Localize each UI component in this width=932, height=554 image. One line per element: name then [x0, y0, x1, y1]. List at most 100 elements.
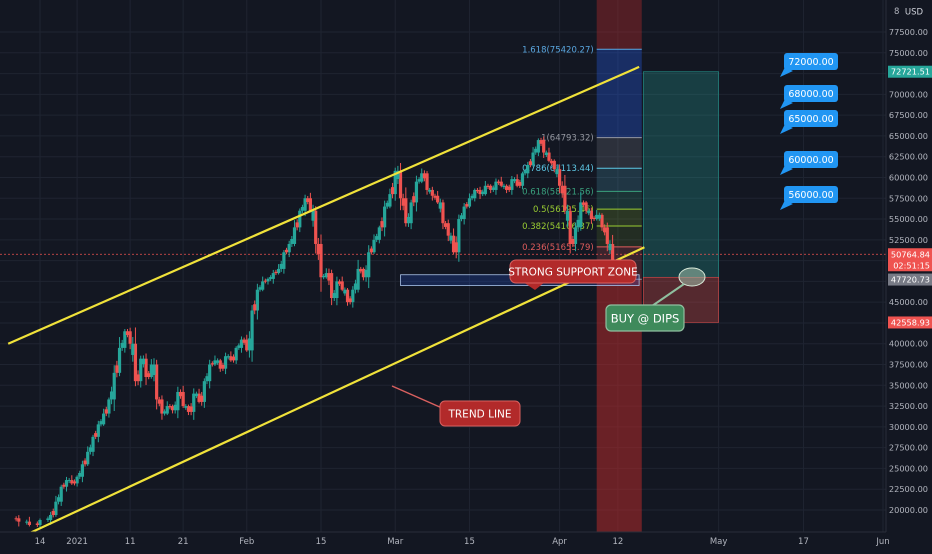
candle-89-b[interactable] — [497, 179, 501, 185]
channel-line-lower[interactable] — [28, 246, 645, 535]
candle-56[interactable] — [324, 268, 328, 279]
candle-13[interactable] — [96, 420, 100, 443]
candle-54-b[interactable] — [311, 204, 315, 227]
candle-72-b[interactable] — [406, 213, 411, 227]
candle-91-b[interactable] — [507, 184, 511, 192]
candle-71-b[interactable] — [401, 193, 405, 211]
candle-98[interactable] — [547, 147, 551, 163]
candle-74[interactable] — [420, 168, 424, 184]
candle-103-b[interactable] — [571, 236, 575, 247]
candle-24-b[interactable] — [152, 358, 156, 382]
candle-20[interactable] — [133, 327, 138, 387]
candle-101[interactable] — [563, 174, 567, 215]
candle-2[interactable] — [27, 516, 31, 527]
candle-12[interactable] — [91, 434, 95, 457]
candle-21[interactable] — [139, 355, 143, 388]
candle-7[interactable] — [64, 476, 69, 492]
candle-42-b[interactable] — [247, 331, 252, 358]
candle-60[interactable] — [345, 288, 350, 306]
candle-32[interactable] — [197, 388, 201, 404]
candle-91[interactable] — [510, 175, 514, 195]
candle-38-b[interactable] — [226, 354, 230, 360]
target-label-0[interactable]: 72000.00 — [780, 53, 838, 77]
candle-47-b[interactable] — [274, 269, 278, 276]
candle-75[interactable] — [425, 171, 429, 195]
candle-76[interactable] — [430, 186, 434, 201]
candle-6-b[interactable] — [56, 494, 61, 505]
candle-60-b[interactable] — [343, 287, 347, 296]
candle-61[interactable] — [351, 286, 355, 308]
candle-87-b[interactable] — [486, 183, 490, 190]
candle-105[interactable] — [584, 200, 588, 214]
candle-62[interactable] — [356, 259, 360, 293]
trend-line-callout[interactable]: TREND LINE — [391, 385, 521, 427]
target-label-3[interactable]: 60000.00 — [780, 151, 838, 175]
candle-79[interactable] — [446, 219, 450, 242]
candle-108[interactable] — [600, 213, 604, 231]
candle-31[interactable] — [192, 388, 196, 420]
candle-85-b[interactable] — [475, 187, 480, 194]
candle-103[interactable] — [573, 222, 578, 252]
candle-18-b[interactable] — [120, 339, 124, 351]
candle-90-b[interactable] — [502, 183, 506, 190]
candle-88-b[interactable] — [491, 185, 495, 192]
candle-55-b[interactable] — [316, 237, 320, 260]
candle-97-b[interactable] — [539, 137, 543, 147]
candle-40[interactable] — [239, 336, 244, 353]
candle-7-b[interactable] — [62, 482, 66, 489]
candle-16[interactable] — [112, 365, 116, 412]
candle-45[interactable] — [266, 277, 270, 285]
candle-35-b[interactable] — [210, 361, 214, 367]
candle-53[interactable] — [308, 192, 312, 213]
candle-110-b[interactable] — [608, 240, 612, 254]
candle-57[interactable] — [330, 269, 334, 306]
candle-35[interactable] — [213, 355, 217, 367]
candle-61-b[interactable] — [348, 296, 352, 305]
candle-99-b[interactable] — [550, 158, 554, 166]
candle-23-b[interactable] — [147, 371, 151, 380]
candle-19-b[interactable] — [125, 329, 130, 338]
candle-82-b[interactable] — [459, 213, 464, 222]
candle-80[interactable] — [451, 228, 456, 255]
candle-32-b[interactable] — [194, 391, 199, 399]
candle-63-b[interactable] — [359, 266, 363, 274]
candle-1[interactable] — [17, 515, 21, 527]
candle-54[interactable] — [314, 206, 318, 254]
candle-34[interactable] — [208, 359, 212, 389]
candle-2-b[interactable] — [25, 519, 29, 525]
candle-83[interactable] — [467, 193, 472, 209]
candle-49-b[interactable] — [284, 247, 289, 255]
candle-58[interactable] — [335, 276, 339, 306]
candle-22[interactable] — [144, 353, 148, 385]
candle-86-b[interactable] — [481, 189, 485, 197]
candle-15[interactable] — [107, 397, 111, 418]
candle-43-b[interactable] — [253, 300, 257, 315]
candle-51-b[interactable] — [295, 219, 299, 231]
candle-66-b[interactable] — [375, 233, 379, 243]
candle-95[interactable] — [531, 147, 535, 167]
candle-73[interactable] — [414, 175, 419, 212]
candle-25[interactable] — [160, 395, 164, 420]
candle-12-b[interactable] — [88, 444, 92, 455]
candle-90[interactable] — [504, 184, 509, 194]
candle-50-b[interactable] — [290, 236, 294, 247]
candle-33-b[interactable] — [200, 391, 204, 406]
candle-36[interactable] — [218, 358, 222, 372]
candle-21-b[interactable] — [136, 370, 140, 386]
candle-36-b[interactable] — [216, 358, 220, 365]
target-label-2[interactable]: 65000.00 — [780, 110, 838, 134]
candle-100-b[interactable] — [555, 166, 559, 178]
candle-69-b[interactable] — [390, 182, 395, 199]
candle-72[interactable] — [409, 199, 413, 230]
candle-13-b[interactable] — [94, 430, 98, 440]
candle-37[interactable] — [223, 352, 228, 375]
candle-27[interactable] — [170, 404, 175, 414]
candle-11-b[interactable] — [83, 458, 87, 467]
candle-78[interactable] — [441, 199, 445, 230]
candle-67-b[interactable] — [380, 217, 384, 232]
candle-100[interactable] — [557, 164, 562, 194]
candle-109-b[interactable] — [603, 224, 607, 236]
candle-20-b[interactable] — [131, 337, 135, 362]
candle-86[interactable] — [483, 180, 487, 196]
candle-37-b[interactable] — [221, 362, 225, 371]
